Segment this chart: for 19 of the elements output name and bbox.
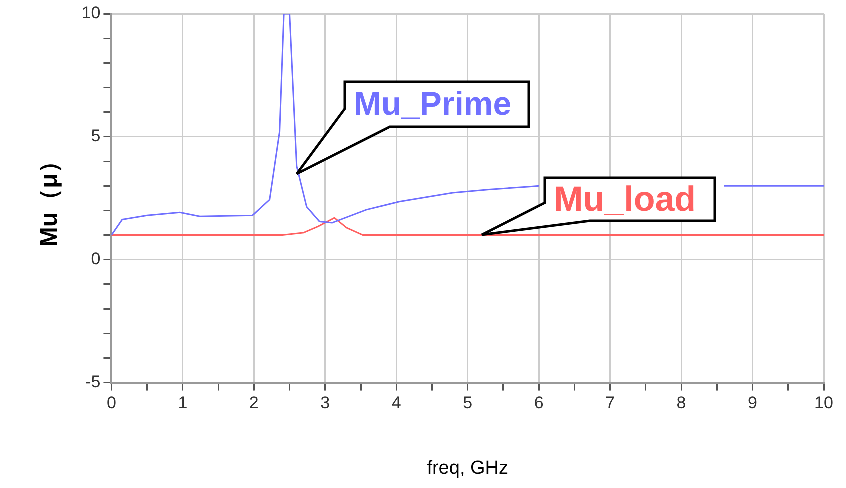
y-tick-label: 5 — [91, 126, 101, 146]
x-tick-label: 4 — [392, 394, 402, 413]
x-tick-label: 2 — [249, 394, 259, 413]
x-tick-label: 5 — [463, 394, 473, 413]
annotation: Mu_Prime — [354, 84, 512, 123]
x-tick-label: 0 — [106, 394, 116, 413]
y-tick-label: 10 — [82, 4, 101, 23]
x-tick-label: 10 — [814, 394, 834, 413]
x-tick-label: 8 — [676, 394, 686, 413]
x-tick-label: 7 — [606, 394, 616, 413]
x-tick-label: 3 — [320, 394, 330, 413]
y-axis-title: Mu（μ） — [36, 150, 64, 248]
y-tick-label: -5 — [86, 372, 101, 392]
x-tick-label: 1 — [178, 394, 188, 413]
y-tick-label: 0 — [91, 250, 101, 269]
x-tick-label: 6 — [534, 394, 544, 413]
x-axis-title: freq, GHz — [427, 458, 509, 479]
annotation: Mu_load — [554, 180, 696, 220]
x-tick-label: 9 — [748, 394, 758, 413]
